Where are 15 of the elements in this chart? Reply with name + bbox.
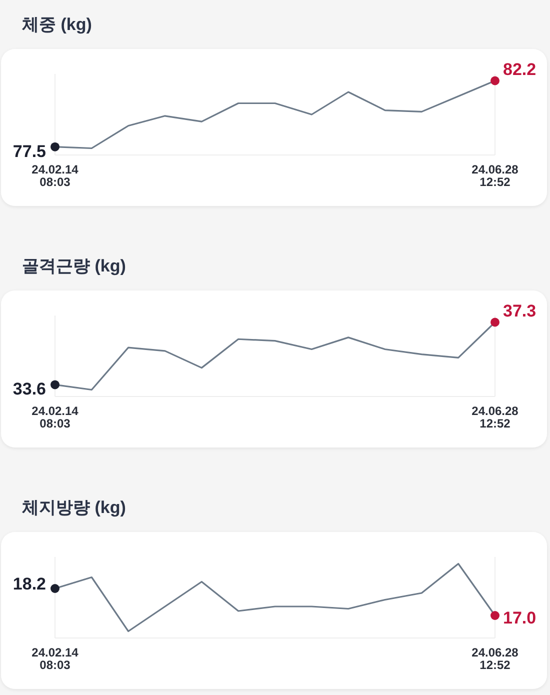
title: 체지방량 (kg) (22, 498, 126, 517)
value-label: 77.5 (12, 142, 46, 161)
value-label: 18.2 (12, 574, 46, 594)
x-tick-label: 24.06.28 12:52 (472, 646, 518, 672)
x-tick-label: 24.02.14 08:03 (32, 646, 78, 672)
title: 골격근량 (kg) (22, 256, 126, 276)
title: 체중 (kg) (22, 15, 92, 34)
x-tick-label: 24.02.14 08:03 (32, 404, 78, 430)
value-label: 82.2 (503, 60, 536, 79)
value-label: 17.0 (503, 608, 536, 628)
x-tick-label: 24.06.28 12:52 (472, 404, 518, 430)
x-tick-label: 24.06.28 12:52 (472, 162, 518, 189)
x-tick-label: 24.02.14 08:03 (32, 162, 78, 189)
value-label: 33.6 (12, 380, 46, 399)
value-label: 37.3 (503, 301, 536, 320)
